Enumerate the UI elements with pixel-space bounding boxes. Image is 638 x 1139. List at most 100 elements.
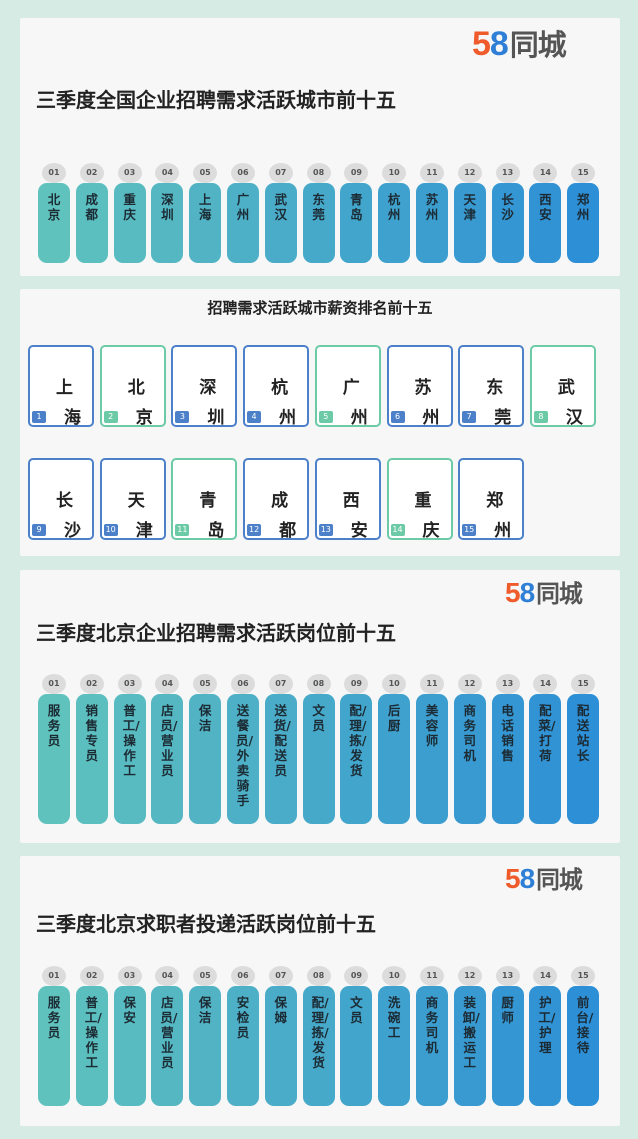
rank-badge: 06 [231, 163, 255, 187]
rank-number: 4 [247, 411, 262, 423]
rank-label: 美容师 [425, 703, 439, 748]
rank-badge: 04 [155, 674, 180, 698]
rank-pill: 北京 [38, 183, 70, 263]
rank-badge: 11 [420, 674, 444, 698]
city-char: 西 [342, 491, 360, 511]
city-char: 上 [56, 378, 73, 398]
rank-pill: 厨师 [491, 986, 524, 1106]
city-card: 北京 2 [99, 345, 166, 428]
city-char: 广 [342, 378, 360, 398]
rank-pill: 天津 [453, 183, 486, 263]
city-char: 圳 [207, 408, 225, 428]
rank-pill: 配/理/拣/发货 [302, 986, 335, 1106]
city-char: 安 [350, 521, 368, 541]
rank-pill: 普工/操作工 [113, 694, 146, 824]
rank-pill: 护工/护理 [529, 986, 562, 1106]
city-char: 沙 [64, 521, 81, 541]
rank-pill: 保安 [113, 986, 146, 1106]
58-logo: 58同城 [505, 863, 583, 894]
panel-salary-cities: 招聘需求活跃城市薪资排名前十五 上海 1 北京 2 深圳 3 杭州 4 广州 5 苏州 6 东莞 7 武汉 8… [20, 289, 620, 556]
rank-label: 文员 [350, 995, 363, 1025]
rank-badge: 12 [457, 674, 482, 698]
rank-label: 商务司机 [463, 703, 477, 763]
city-char: 津 [135, 521, 153, 541]
rank-label: 普工/操作工 [84, 995, 102, 1070]
rank-pill: 洗碗工 [378, 986, 411, 1106]
city-card: 重庆 14 [386, 458, 453, 541]
city-card: 武汉 8 [529, 345, 596, 428]
rank-badge: 15 [571, 966, 596, 990]
rank-badge: 07 [268, 163, 293, 187]
city-char: 青 [199, 491, 217, 511]
rank-pill: 商务司机 [416, 986, 448, 1106]
rank-badge: 09 [344, 163, 369, 187]
rank-label: 服务员 [47, 995, 61, 1040]
rank-label: 青岛 [350, 192, 363, 222]
city-card: 青岛 11 [171, 458, 238, 541]
rank-number: 11 [175, 524, 190, 536]
rank-label: 销售专员 [85, 703, 99, 763]
rank-pill: 文员 [302, 694, 335, 824]
rank-badge: 10 [382, 674, 407, 698]
city-char: 汉 [565, 408, 583, 428]
ranking-row: 01 服务员 02 销售专员 03 普工/操作工 04 店员/营业员 05 保洁 06 送餐员/外卖骑… [38, 674, 608, 834]
rank-label: 西安 [539, 192, 552, 222]
city-char: 武 [557, 378, 575, 398]
rank-badge: 14 [533, 966, 558, 990]
city-char: 莞 [494, 408, 512, 428]
rank-pill: 郑州 [567, 183, 600, 263]
rank-pill: 普工/操作工 [75, 986, 108, 1106]
rank-label: 服务员 [47, 703, 61, 748]
rank-number: 13 [318, 524, 333, 536]
city-char: 杭 [271, 378, 289, 398]
city-char: 成 [271, 491, 289, 511]
rank-pill: 美容师 [416, 694, 448, 824]
rank-label: 深圳 [161, 192, 174, 222]
rank-number: 7 [462, 411, 477, 423]
rank-badge: 09 [344, 674, 369, 698]
rank-number: 1 [32, 411, 46, 423]
rank-pill: 送货/配送员 [264, 694, 297, 824]
rank-label: 配/理/拣/发货 [311, 995, 329, 1070]
rank-pill: 送餐员/外卖骑手 [227, 694, 259, 824]
rank-number: 8 [533, 411, 548, 423]
rank-badge: 02 [79, 674, 104, 698]
rank-label: 武汉 [274, 192, 288, 222]
rank-badge: 08 [306, 674, 331, 698]
ranking-row: 01 服务员 02 普工/操作工 03 保安 04 店员/营业员 05 保洁 06 安检员 07 保姆 08… [38, 966, 608, 1126]
rank-badge: 03 [117, 674, 142, 698]
rank-label: 商务司机 [425, 995, 439, 1055]
rank-badge: 01 [42, 163, 66, 187]
rank-number: 14 [390, 524, 405, 536]
rank-pill: 店员/营业员 [151, 986, 184, 1106]
city-card: 深圳 3 [171, 345, 238, 428]
rank-label: 厨师 [501, 995, 514, 1025]
rank-label: 配菜/打荷 [538, 703, 556, 763]
city-char: 海 [64, 408, 81, 428]
rank-label: 保洁 [198, 703, 212, 733]
rank-label: 护工/护理 [538, 995, 556, 1055]
rank-pill: 保洁 [189, 986, 222, 1106]
rank-pill: 东莞 [302, 183, 335, 263]
city-card: 东莞 7 [458, 345, 525, 428]
rank-label: 苏州 [425, 192, 439, 222]
rank-badge: 13 [495, 966, 520, 990]
rank-pill: 商务司机 [453, 694, 486, 824]
rank-pill: 文员 [340, 986, 373, 1106]
rank-pill: 重庆 [113, 183, 146, 263]
58-logo: 58同城 [505, 577, 583, 608]
rank-badge: 12 [457, 966, 482, 990]
rank-badge: 08 [306, 163, 331, 187]
city-char: 郑 [486, 491, 504, 511]
rank-number: 9 [32, 524, 46, 536]
rank-number: 10 [103, 524, 118, 536]
rank-label: 文员 [312, 703, 325, 733]
city-char: 岛 [207, 521, 225, 541]
city-char: 州 [422, 408, 440, 428]
rank-badge: 11 [420, 163, 444, 187]
rank-label: 天津 [463, 192, 477, 222]
city-char: 长 [56, 491, 73, 511]
rank-badge: 10 [382, 163, 407, 187]
rank-label: 东莞 [312, 192, 325, 222]
rank-badge: 06 [231, 674, 255, 698]
